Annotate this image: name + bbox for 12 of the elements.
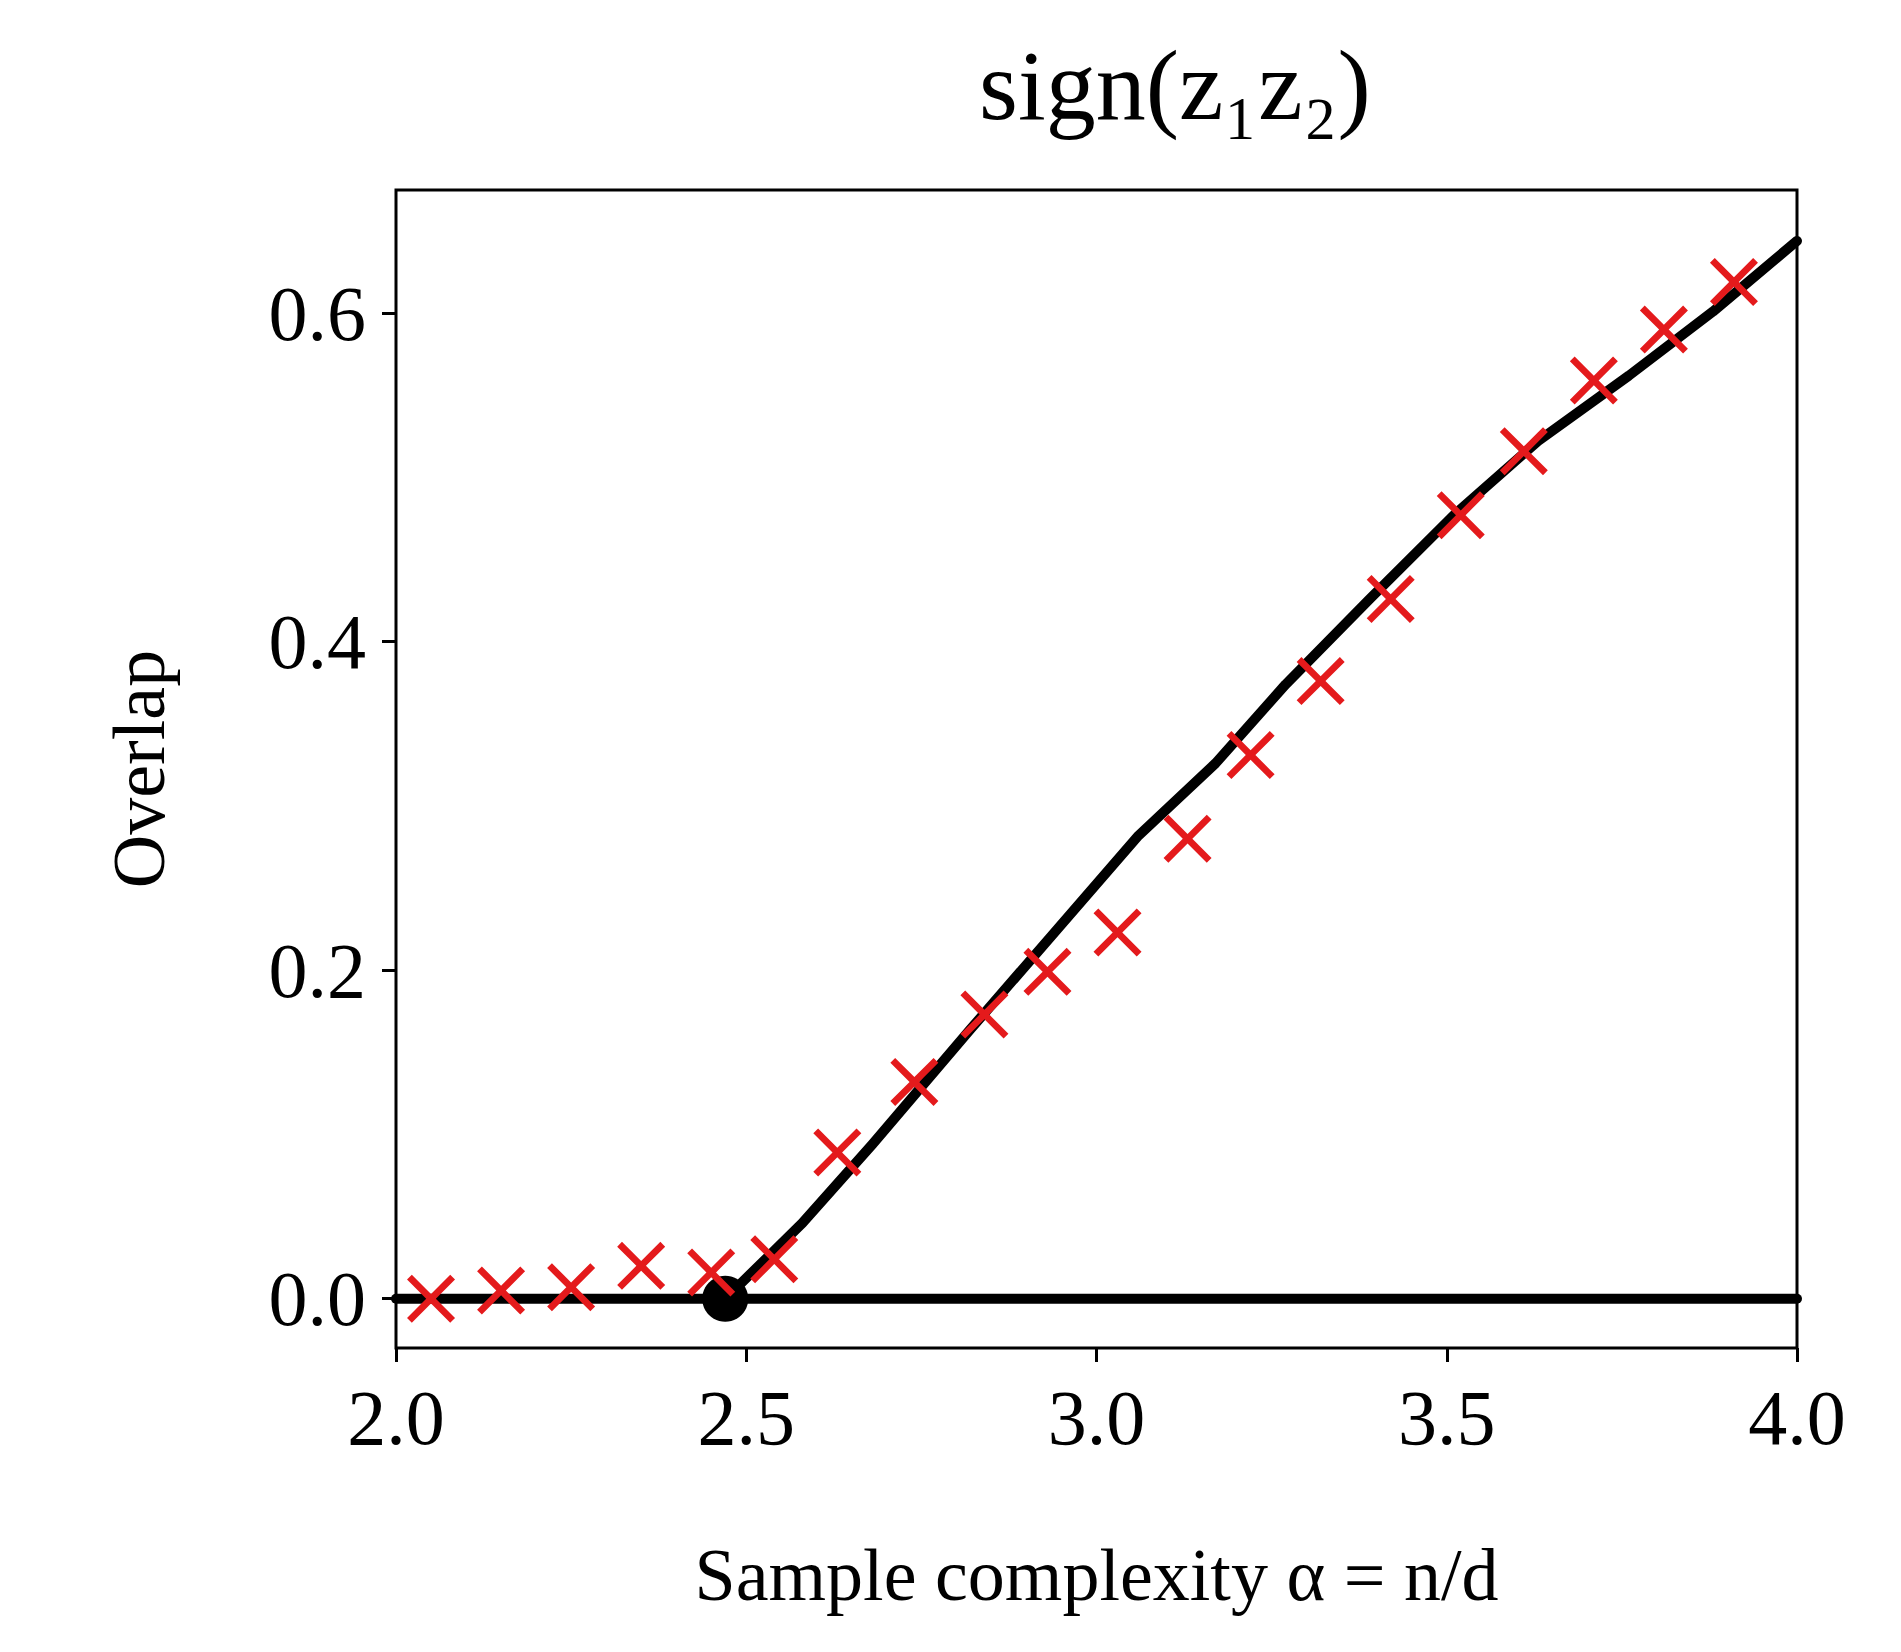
chart-title: sign(z₁z₂) xyxy=(979,29,1371,141)
y-tick-label: 0.2 xyxy=(268,926,366,1014)
x-tick-label: 3.5 xyxy=(1398,1373,1496,1461)
y-tick-label: 0.0 xyxy=(268,1255,366,1343)
x-tick-label: 3.0 xyxy=(1047,1373,1146,1461)
x-axis-title: Sample complexity α = n/d xyxy=(694,1534,1499,1616)
y-axis-title: Overlap xyxy=(98,649,180,889)
y-tick-label: 0.6 xyxy=(268,269,366,357)
x-tick-label: 2.5 xyxy=(697,1373,795,1461)
x-tick-label: 4.0 xyxy=(1748,1373,1846,1461)
x-tick-label: 2.0 xyxy=(347,1373,445,1461)
y-tick-label: 0.4 xyxy=(268,598,366,686)
